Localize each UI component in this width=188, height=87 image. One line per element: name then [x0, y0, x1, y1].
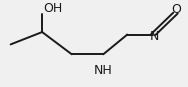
Text: OH: OH — [44, 2, 63, 15]
Text: O: O — [171, 3, 181, 16]
Text: NH: NH — [94, 64, 113, 77]
Text: N: N — [149, 30, 159, 43]
